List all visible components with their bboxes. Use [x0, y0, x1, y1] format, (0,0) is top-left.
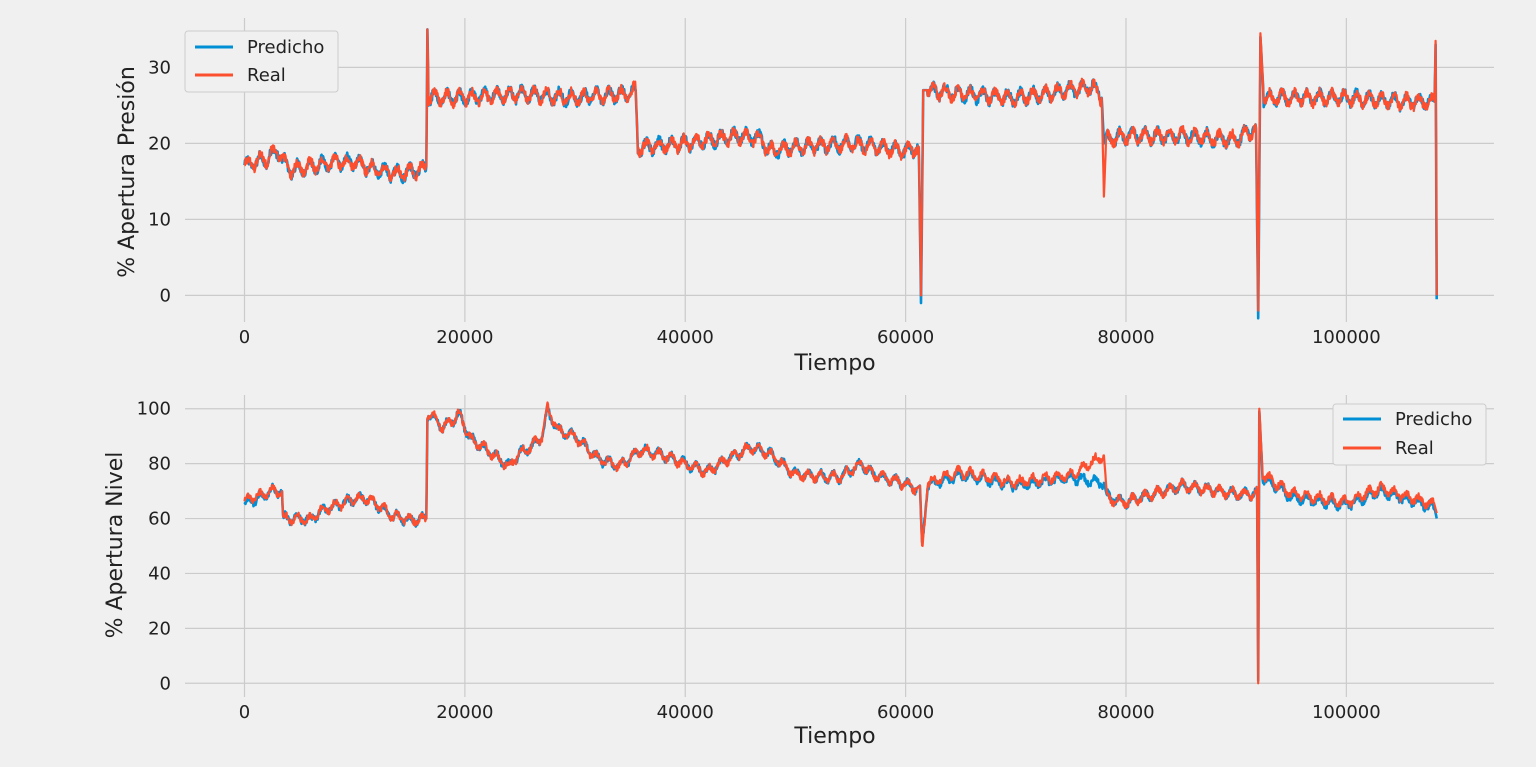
x-tick-label: 0: [239, 702, 250, 723]
y-tick-label: 60: [148, 509, 171, 530]
x-tick-label: 20000: [436, 327, 493, 348]
chart-presion: 0 20000 40000 60000 80000 100000 0 10 20 30 Tiem…: [115, 18, 1494, 376]
legend-label-predicho: Predicho: [247, 37, 324, 58]
x-tick-labels: 0 20000 40000 60000 80000 100000: [239, 327, 1381, 348]
x-tick-label: 20000: [436, 702, 493, 723]
x-axis-label: Tiempo: [793, 351, 875, 376]
y-tick-label: 20: [148, 133, 171, 154]
y-tick-label: 40: [148, 563, 171, 584]
x-tick-label: 60000: [877, 327, 934, 348]
legend-label-real: Real: [247, 65, 286, 86]
x-tick-label: 40000: [657, 327, 714, 348]
y-tick-label: 0: [160, 673, 171, 694]
series-lines: [243, 28, 1438, 320]
x-tick-labels: 0 20000 40000 60000 80000 100000: [239, 702, 1381, 723]
x-tick-label: 0: [239, 327, 250, 348]
y-tick-label: 100: [137, 399, 171, 420]
y-tick-label: 10: [148, 209, 171, 230]
legend-label-real: Real: [1395, 438, 1434, 459]
x-tick-label: 80000: [1097, 327, 1154, 348]
y-tick-label: 0: [160, 285, 171, 306]
y-tick-label: 80: [148, 454, 171, 475]
legend: Predicho Real: [1332, 403, 1487, 466]
legend-label-predicho: Predicho: [1395, 409, 1472, 430]
x-tick-label: 80000: [1097, 702, 1154, 723]
x-tick-label: 100000: [1312, 327, 1381, 348]
y-tick-labels: 0 20 40 60 80 100: [137, 399, 171, 695]
y-tick-label: 20: [148, 618, 171, 639]
series-lines: [243, 401, 1438, 685]
x-tick-label: 40000: [657, 702, 714, 723]
series-line-real: [243, 401, 1438, 685]
legend: Predicho Real: [184, 30, 339, 93]
y-axis-label: % Apertura Presión: [115, 66, 140, 278]
series-line-real: [243, 28, 1438, 312]
y-tick-label: 30: [148, 57, 171, 78]
x-tick-label: 60000: [877, 702, 934, 723]
x-axis-label: Tiempo: [793, 724, 875, 749]
grid: [185, 18, 1494, 322]
chart-nivel: 0 20000 40000 60000 80000 100000 0 20 40 60 80 100…: [103, 395, 1494, 749]
y-axis-label: % Apertura Nivel: [103, 452, 128, 639]
y-tick-labels: 0 10 20 30: [148, 57, 171, 306]
x-tick-label: 100000: [1312, 702, 1381, 723]
